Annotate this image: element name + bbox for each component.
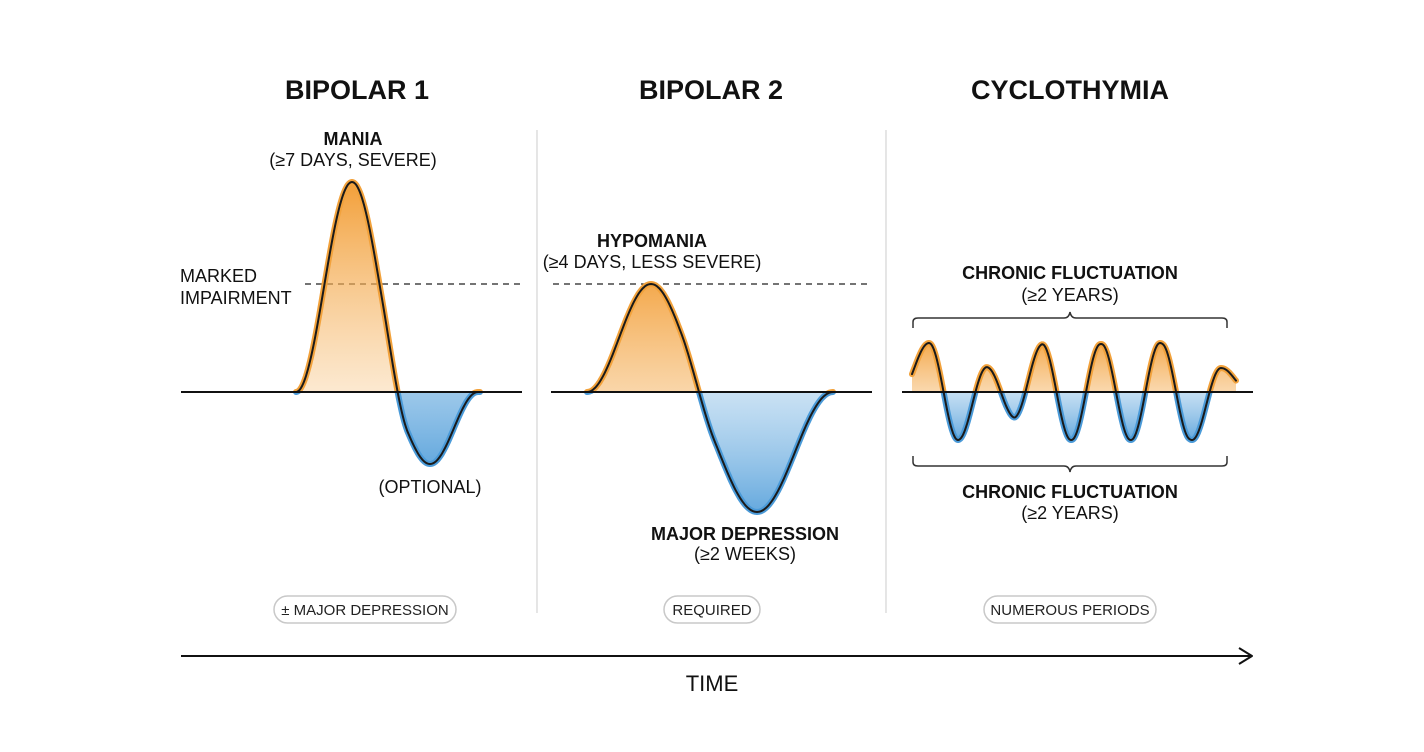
major-depression-duration-label: (≥2 WEEKS) (694, 544, 796, 564)
mania-label: MANIA (324, 129, 383, 149)
mood-curve (911, 342, 1237, 441)
hypomania-area (587, 284, 833, 392)
panel-title-cyclothymia: CYCLOTHYMIA (971, 75, 1169, 105)
pill-badge (273, 595, 457, 624)
time-axis-arrowhead (1238, 647, 1253, 665)
depression-area (296, 392, 480, 464)
mood-curve (295, 181, 481, 465)
pill-badge-label: ± MAJOR DEPRESSION (281, 602, 448, 619)
panel-title-bipolar-2: BIPOLAR 2 (639, 75, 783, 105)
chronic-fluctuation-duration-bottom: (≥2 YEARS) (1021, 503, 1119, 523)
time-axis-label: TIME (686, 671, 739, 696)
threshold-label-line-2: IMPAIRMENT (180, 288, 292, 308)
threshold-label-line-1: MARKED (180, 266, 257, 286)
pill-badge-label: REQUIRED (672, 602, 751, 619)
top-brace (912, 311, 1228, 328)
hypomania-duration-label: (≥4 DAYS, LESS SEVERE) (543, 252, 762, 272)
panel-cyclothymia: CHRONIC FLUCTUATION (≥2 YEARS) CHRONIC F… (902, 263, 1253, 624)
mania-duration-label: (≥7 DAYS, SEVERE) (269, 150, 437, 170)
chronic-fluctuation-label-bottom: CHRONIC FLUCTUATION (962, 482, 1178, 502)
major-depression-label: MAJOR DEPRESSION (651, 524, 839, 544)
mania-area (296, 182, 480, 392)
chronic-fluctuation-label-top: CHRONIC FLUCTUATION (962, 263, 1178, 283)
bottom-brace (912, 456, 1228, 473)
panel-bipolar-2: HYPOMANIA (≥4 DAYS, LESS SEVERE) MAJOR D… (543, 231, 872, 624)
panel-bipolar-1: MANIA (≥7 DAYS, SEVERE) MARKED IMPAIRMEN… (180, 129, 522, 624)
mood-curve (586, 283, 834, 513)
depression-area (587, 392, 833, 512)
pill-badge-label: NUMEROUS PERIODS (990, 602, 1149, 619)
chronic-fluctuation-duration-top: (≥2 YEARS) (1021, 285, 1119, 305)
panel-title-bipolar-1: BIPOLAR 1 (285, 75, 429, 105)
pill-badge (983, 595, 1157, 624)
depressive-areas (912, 392, 1236, 440)
optional-depression-label: (OPTIONAL) (378, 477, 481, 497)
pill-badge (663, 595, 761, 624)
hypomania-label: HYPOMANIA (597, 231, 707, 251)
